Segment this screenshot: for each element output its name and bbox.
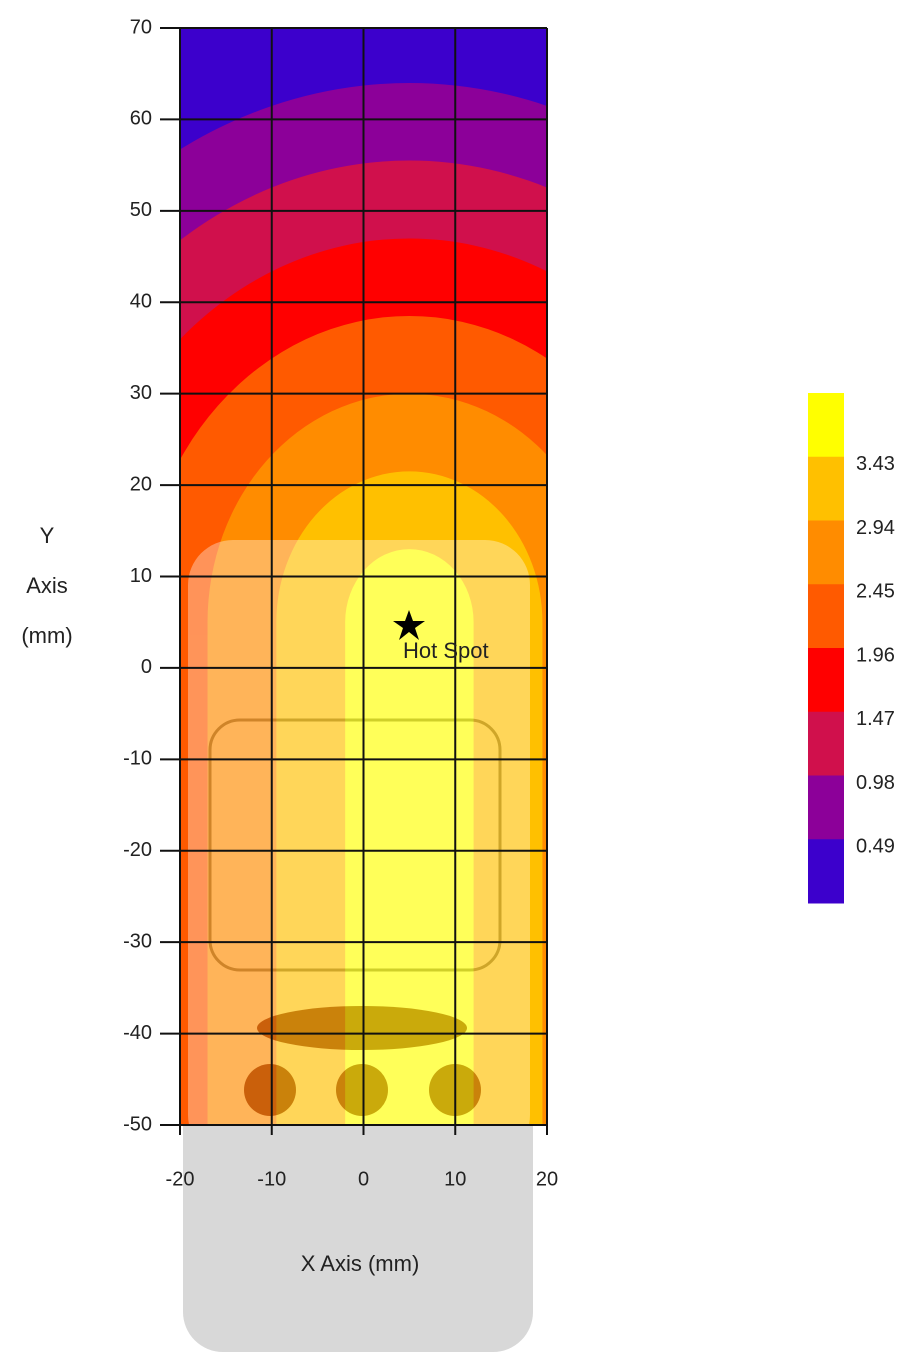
y-tick-label: 30 <box>130 382 152 404</box>
y-tick-label: 40 <box>130 291 152 313</box>
colorbar-swatch <box>808 393 844 458</box>
hot-spot-star <box>393 610 425 640</box>
y-tick-label: -10 <box>123 748 152 770</box>
grid: -20 -10 0 10 20 -50 -40 -30 -20 -10 0 10 20 30 40 50 60 7… <box>123 16 558 1190</box>
y-tick-label: 70 <box>130 16 152 38</box>
y-tick-label: 20 <box>130 473 152 495</box>
y-tick-label: -30 <box>123 930 152 952</box>
y-axis-label: Axis <box>26 573 68 598</box>
y-axis-label: Y <box>40 523 55 548</box>
colorbar-tick-label: 1.47 <box>856 708 895 730</box>
colorbar-tick-label: 3.43 <box>856 453 895 475</box>
y-tick-label: -40 <box>123 1022 152 1044</box>
colorbar-swatch <box>808 839 844 904</box>
y-axis-label: (mm) <box>21 623 72 648</box>
colorbar-tick-label: 1.96 <box>856 644 895 666</box>
y-tick-label: 0 <box>141 656 152 678</box>
x-tick-label: 10 <box>444 1168 466 1190</box>
colorbar-swatch <box>808 520 844 585</box>
colorbar-swatch <box>808 711 844 776</box>
colorbar-tick-label: 2.94 <box>856 517 895 539</box>
colorbar-tick-label: 0.49 <box>856 836 895 858</box>
x-tick-label: 20 <box>536 1168 558 1190</box>
colorbar-tick-label: 0.98 <box>856 772 895 794</box>
colorbar-swatch <box>808 775 844 840</box>
x-tick-label: 0 <box>358 1168 369 1190</box>
x-axis-label: X Axis (mm) <box>301 1251 420 1276</box>
colorbar: 3.43 2.94 2.45 1.96 1.47 0.98 0.49 <box>808 393 895 904</box>
x-tick-label: -20 <box>166 1168 195 1190</box>
contour-band <box>345 549 474 1125</box>
colorbar-swatch <box>808 648 844 713</box>
y-tick-label: 10 <box>130 565 152 587</box>
colorbar-swatch <box>808 456 844 521</box>
hot-spot-label: Hot Spot <box>403 638 489 663</box>
y-tick-label: 50 <box>130 199 152 221</box>
colorbar-tick-label: 2.45 <box>856 581 895 603</box>
y-tick-label: -20 <box>123 839 152 861</box>
x-tick-label: -10 <box>257 1168 286 1190</box>
y-tick-label: -50 <box>123 1113 152 1135</box>
y-tick-label: 60 <box>130 108 152 130</box>
colorbar-swatch <box>808 584 844 649</box>
